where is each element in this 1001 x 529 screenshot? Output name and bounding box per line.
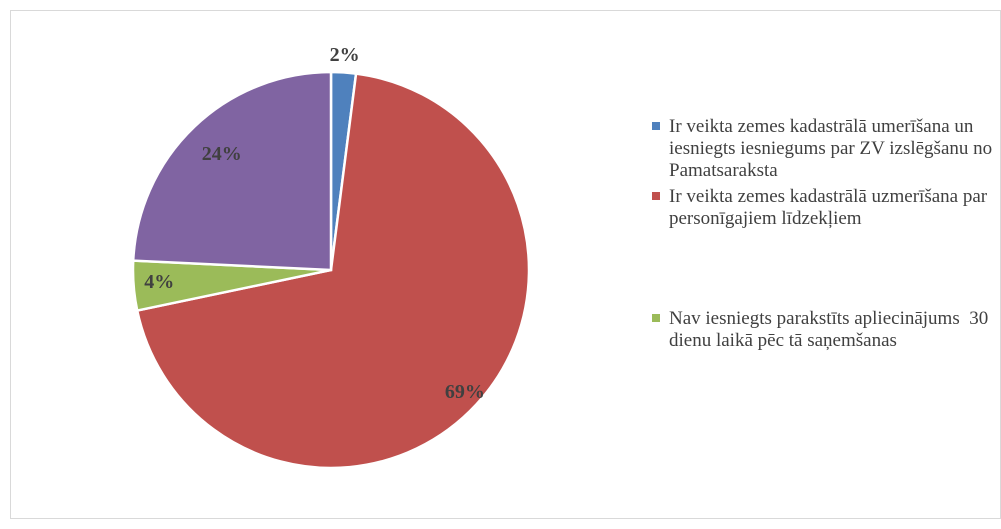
pie-slice: [135, 72, 531, 470]
legend-label: Nav iesniegts parakstīts apliecinājums 3…: [669, 308, 993, 351]
data-label: 4%: [144, 271, 174, 293]
legend-swatch: [652, 122, 660, 130]
pie-slice: [131, 70, 333, 272]
legend-swatch: [652, 192, 660, 200]
data-label: 24%: [202, 143, 242, 165]
legend-swatch: [652, 314, 660, 322]
data-label: 69%: [445, 381, 485, 403]
data-label: 2%: [330, 44, 360, 66]
legend-label: Ir veikta zemes kadastrālā uzmerīšana pa…: [669, 186, 992, 229]
legend-label: Ir veikta zemes kadastrālā umerīšana un …: [669, 116, 997, 181]
